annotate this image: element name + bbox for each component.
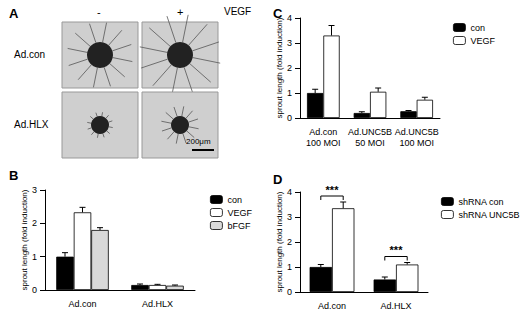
svg-text:bFGF: bFGF (227, 221, 251, 231)
svg-text:200μm: 200μm (186, 137, 211, 146)
svg-text:+: + (177, 6, 183, 18)
svg-text:1: 1 (287, 88, 292, 98)
svg-text:Ad.HLX: Ad.HLX (380, 301, 411, 311)
svg-text:sprout length (fold induction): sprout length (fold induction) (20, 189, 29, 290)
svg-text:4: 4 (287, 187, 292, 197)
svg-text:100 MOI: 100 MOI (399, 138, 434, 148)
svg-text:0: 0 (287, 113, 292, 123)
svg-text:shRNA UNC5B: shRNA UNC5B (458, 210, 519, 220)
svg-text:C: C (273, 6, 283, 21)
svg-text:VEGF: VEGF (227, 208, 252, 218)
svg-text:0: 0 (287, 287, 292, 297)
svg-text:D: D (273, 172, 282, 187)
svg-text:***: *** (390, 244, 404, 256)
svg-text:VEGF: VEGF (470, 36, 495, 46)
svg-text:con: con (227, 195, 242, 205)
svg-text:***: *** (326, 184, 340, 196)
svg-text:Ad.HLX: Ad.HLX (14, 119, 49, 130)
svg-text:-: - (97, 6, 101, 18)
svg-text:B: B (9, 168, 18, 183)
svg-text:3: 3 (32, 185, 37, 195)
svg-text:2: 2 (287, 237, 292, 247)
svg-text:Ad.con: Ad.con (68, 299, 96, 309)
svg-text:2: 2 (32, 218, 37, 228)
svg-text:sprout length (fold induction): sprout length (fold induction) (275, 17, 284, 118)
svg-text:con: con (470, 23, 485, 33)
svg-text:2: 2 (287, 63, 292, 73)
svg-text:1: 1 (287, 262, 292, 272)
svg-text:shRNA con: shRNA con (458, 197, 503, 207)
svg-text:sprout length (fold induction): sprout length (fold induction) (275, 191, 284, 292)
svg-text:3: 3 (287, 212, 292, 222)
svg-text:Ad.UNC5B: Ad.UNC5B (395, 127, 439, 137)
svg-text:100 MOI: 100 MOI (306, 138, 341, 148)
svg-text:1: 1 (32, 252, 37, 262)
svg-text:3: 3 (287, 38, 292, 48)
svg-text:50 MOI: 50 MOI (355, 138, 385, 148)
svg-text:Ad.con: Ad.con (309, 127, 337, 137)
svg-text:4: 4 (287, 13, 292, 23)
svg-text:A: A (9, 6, 19, 21)
svg-text:VEGF: VEGF (224, 6, 251, 17)
svg-text:0: 0 (32, 285, 37, 295)
svg-text:Ad.HLX: Ad.HLX (142, 299, 173, 309)
svg-text:Ad.UNC5B: Ad.UNC5B (348, 127, 392, 137)
svg-text:Ad.con: Ad.con (14, 49, 45, 60)
svg-text:Ad.con: Ad.con (318, 301, 346, 311)
